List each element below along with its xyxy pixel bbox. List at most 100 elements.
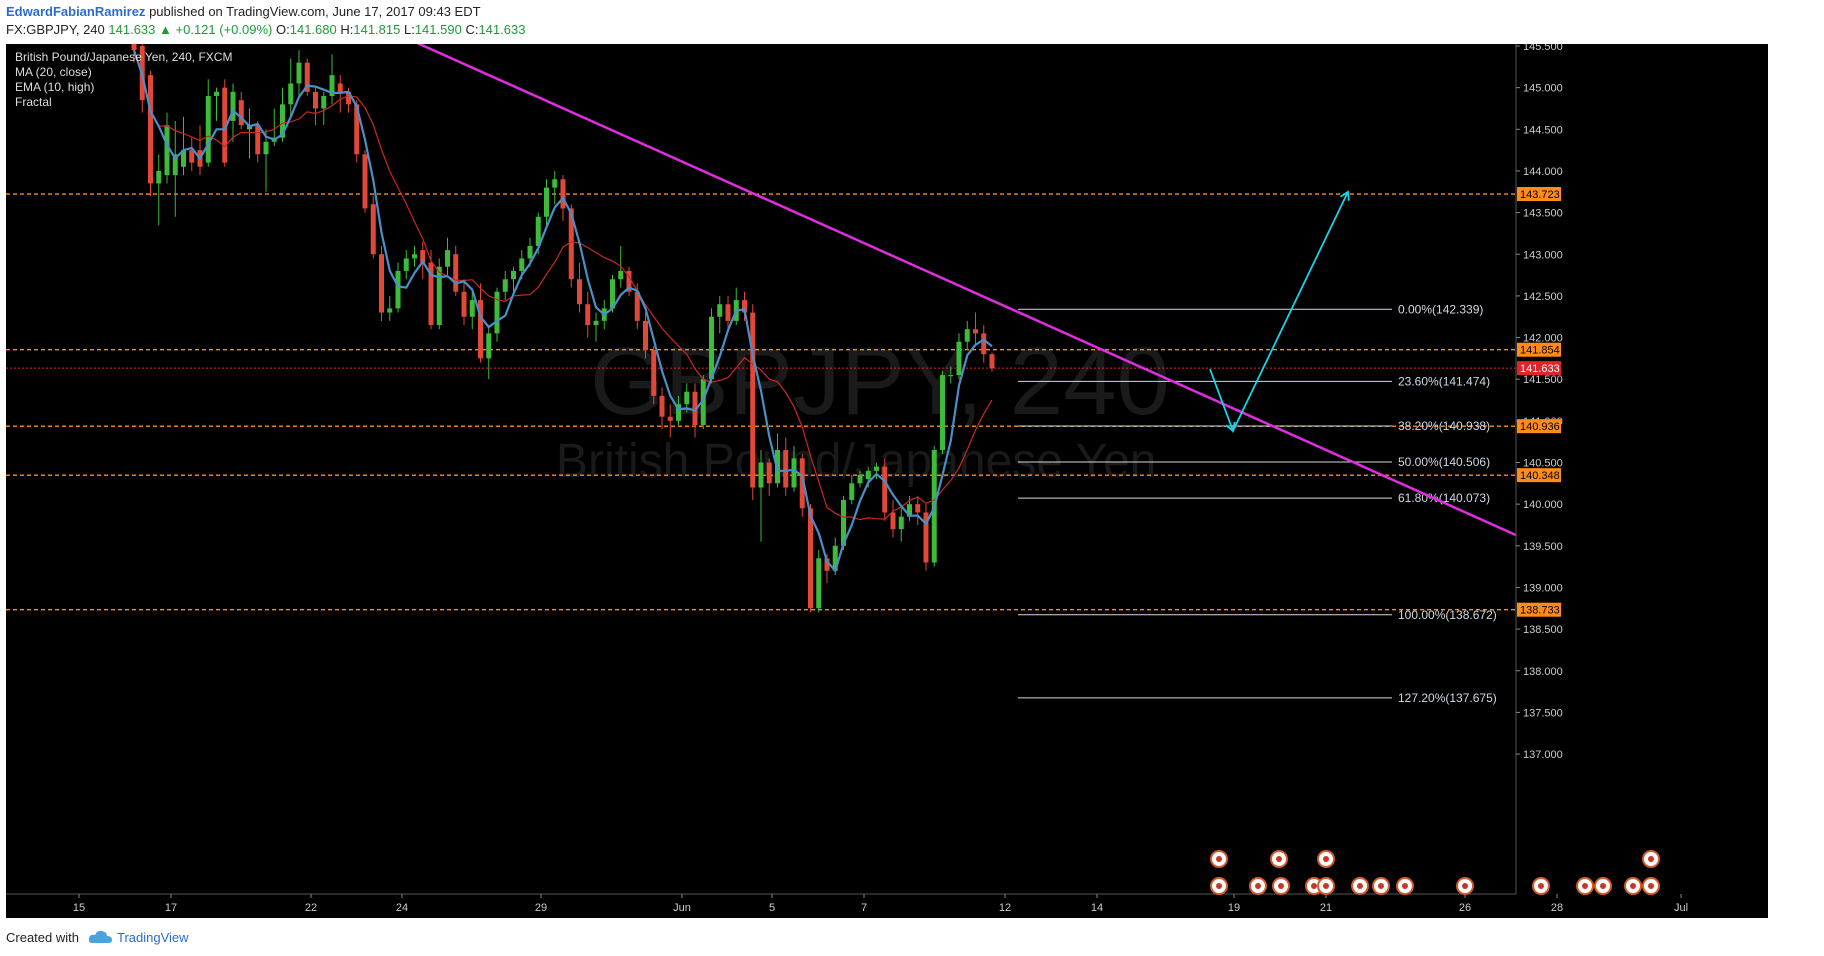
close-label: C: [465,22,479,37]
fib-label-3: 50.00%(140.506) [1398,455,1490,469]
fib-label-4: 61.80%(140.073) [1398,491,1490,505]
candle-body-53 [568,208,574,280]
candle-body-91 [882,466,888,513]
fib-label-2: 38.20%(140.938) [1398,419,1490,433]
level-tag-label-4: 138.733 [1520,605,1560,617]
candle-body-15 [255,125,261,155]
open-label: O: [276,22,290,37]
event-flag-upper-dot-2 [1323,856,1329,862]
candle-body-89 [865,470,871,480]
candle-body-48 [527,245,533,259]
candle-body-84 [824,558,830,571]
candle-body-19 [288,83,294,105]
candle-body-21 [304,62,310,92]
candle-body-13 [238,100,244,126]
candle-body-20 [296,62,302,84]
candle-body-50 [544,187,549,217]
candle-body-27 [354,104,360,155]
candle-body-18 [280,104,285,138]
price-tick-label-14: 138.500 [1523,624,1563,636]
event-flag-dot-11 [1600,883,1606,889]
price-tick-label-7: 142.000 [1523,333,1563,345]
event-flag-dot-6 [1378,883,1384,889]
event-flag-dot-7 [1402,883,1408,889]
candle-body-4 [164,125,170,176]
candle-body-71 [717,304,723,317]
event-flag-dot-9 [1538,883,1544,889]
time-axis[interactable]: 15 17 22 24 29 Jun 5 7 12 14 19 21 26 28 Jul [6,893,1768,918]
level-tag-label-2: 140.936 [1520,421,1560,433]
symbol-label: FX:GBPJPY, 240 [6,22,105,37]
time-tick-label-2: 22 [305,902,317,914]
candle-body-46 [511,270,516,280]
candle-body-96 [923,512,929,563]
event-flag-upper-dot-3 [1648,856,1654,862]
fib-label-1: 23.60%(141.474) [1398,374,1490,388]
time-tick-label-14: Jul [1674,902,1688,914]
candle-body-100 [956,341,962,376]
time-tick-label-9: 14 [1091,902,1103,914]
candle-body-102 [973,329,978,334]
candle-body-26 [346,91,351,105]
event-flag-dot-1 [1255,883,1261,889]
created-with-label: Created with [6,930,79,945]
price-tick-label-1: 145.000 [1523,83,1563,95]
candle-body-77 [766,462,772,484]
price-tick-label-12: 139.500 [1523,541,1563,553]
candle-body-23 [321,95,327,109]
candle-body-90 [874,466,879,471]
level-tag-label-3: 140.348 [1520,470,1560,482]
author-link[interactable]: EdwardFabianRamirez [6,4,146,19]
candle-body-55 [585,304,591,326]
time-tick-label-13: 28 [1551,902,1563,914]
candle-body-85 [832,545,838,571]
candle-body-62 [643,320,648,351]
fib-label-5: 100.00%(138.672) [1398,608,1497,622]
candle-body-65 [667,416,673,421]
fib-label-6: 127.20%(137.675) [1398,691,1497,705]
candle-body-49 [535,216,541,246]
publish-text: published on TradingView.com, June 17, 2… [149,4,481,19]
candle-body-52 [560,179,566,209]
time-tick-label-10: 19 [1228,902,1240,914]
level-tag-1 [1517,342,1561,357]
ma-line [132,49,993,574]
price-change: +0.121 (+0.09%) [175,22,273,37]
economic-events [1210,850,1660,895]
candle-body-29 [370,204,376,255]
footer: Created with TradingView [0,918,1824,956]
price-tick-label-17: 137.000 [1523,749,1563,761]
candle-body-45 [502,279,508,292]
time-axis-bg [6,894,1768,918]
level-tag-3 [1517,468,1561,483]
price-chart[interactable]: GBPJPY, 240 British Pound/Japanese Yen 0… [0,44,1824,918]
low-value: 141.590 [414,22,462,37]
high-value: 141.815 [353,22,401,37]
candle-body-75 [750,312,756,488]
candle-body-58 [610,279,615,309]
price-axis[interactable]: 145.500 145.000 144.500 144.000 143.500 143.0… [1515,44,1768,918]
candle-body-10 [214,91,219,96]
tradingview-cloud-icon[interactable] [88,928,114,946]
candle-body-32 [395,270,401,309]
candle-body-39 [453,254,459,292]
candle-body-81 [799,458,805,509]
candle-body-60 [626,270,632,292]
candle-body-68 [692,391,698,426]
candle-body-59 [618,270,624,280]
candle-body-9 [205,95,211,163]
event-flag-dot-2 [1278,883,1284,889]
candle-body-33 [403,258,409,271]
price-tick-label-2: 144.500 [1523,124,1563,136]
level-tag-label-1: 141.854 [1520,345,1560,357]
tradingview-link[interactable]: TradingView [117,930,189,945]
candle-body-66 [676,404,681,421]
level-tag-2 [1517,419,1561,434]
candle-body-74 [742,300,747,313]
price-tick-label-16: 137.500 [1523,707,1563,719]
candle-body-98 [940,375,945,451]
candle-body-35 [420,250,426,263]
event-flag-dot-12 [1630,883,1636,889]
candle-body-3 [156,170,162,184]
time-tick-label-11: 21 [1320,902,1332,914]
